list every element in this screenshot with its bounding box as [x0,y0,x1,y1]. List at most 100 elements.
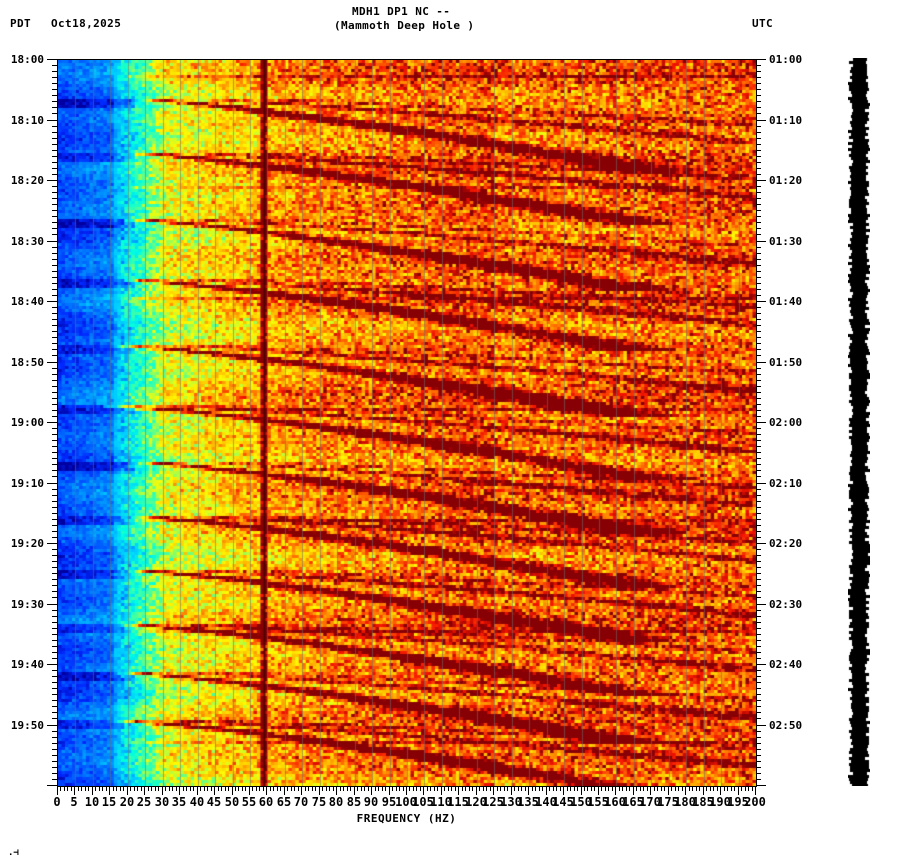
left-axis-minor-tick [52,295,57,296]
right-axis-minor-tick [756,440,761,441]
right-axis-minor-tick [756,89,761,90]
left-axis-minor-tick [52,670,57,671]
frequency-major-tick [336,786,337,795]
right-axis-minor-tick [756,537,761,538]
frequency-tick-label: 75 [311,795,327,809]
right-axis-minor-tick [756,652,761,653]
right-axis-major-tick [756,362,766,363]
left-axis-minor-tick [52,174,57,175]
right-axis-minor-tick [756,688,761,689]
frequency-tick-label: 35 [171,795,187,809]
left-axis-minor-tick [52,658,57,659]
frequency-minor-tick [176,786,177,791]
left-time-label: 19:30 [10,598,44,611]
saturation-strip [848,58,870,786]
frequency-tick-label: 0 [53,795,61,809]
right-axis-major-tick [756,301,766,302]
corner-artifact-mark: .⊣ [8,848,19,858]
right-time-label: 02:40 [769,658,803,671]
right-axis-minor-tick [756,410,761,411]
right-axis-minor-tick [756,470,761,471]
frequency-major-tick [738,786,739,795]
spectrogram-plot[interactable] [57,59,757,787]
frequency-axis-title: FREQUENCY (HZ) [356,812,457,825]
left-axis-minor-tick [52,489,57,490]
frequency-minor-tick [277,786,278,791]
left-axis-minor-tick [52,156,57,157]
frequency-minor-tick [315,786,316,791]
frequency-minor-tick [364,786,365,791]
left-axis-minor-tick [52,718,57,719]
left-axis-minor-tick [52,349,57,350]
frequency-minor-tick [560,786,561,791]
frequency-minor-tick [361,786,362,791]
frequency-major-tick [528,786,529,795]
frequency-minor-tick [678,786,679,791]
left-axis-minor-tick [52,410,57,411]
right-axis-minor-tick [756,676,761,677]
frequency-minor-tick [710,786,711,791]
right-axis-minor-tick [756,706,761,707]
frequency-tick-label: 140 [535,795,557,809]
frequency-minor-tick [291,786,292,791]
frequency-tick-label: 150 [570,795,592,809]
frequency-minor-tick [675,786,676,791]
right-axis-minor-tick [756,265,761,266]
frequency-major-tick [319,786,320,795]
right-axis-minor-tick [756,682,761,683]
frequency-major-tick [301,786,302,795]
right-axis-minor-tick [756,610,761,611]
left-axis-minor-tick [52,610,57,611]
frequency-tick-label: 10 [84,795,100,809]
right-axis-minor-tick [756,198,761,199]
frequency-minor-tick [186,786,187,791]
frequency-minor-tick [752,786,753,791]
frequency-minor-tick [479,786,480,791]
left-axis-minor-tick [52,380,57,381]
right-time-label: 01:30 [769,235,803,248]
left-axis-major-tick [47,543,57,544]
frequency-minor-tick [357,786,358,791]
right-axis-major-tick [756,483,766,484]
frequency-minor-tick [190,786,191,791]
right-axis-minor-tick [756,458,761,459]
station-title: MDH1 DP1 NC -- [352,5,451,18]
right-axis-minor-tick [756,192,761,193]
left-axis-minor-tick [52,458,57,459]
frequency-tick-label: 85 [346,795,362,809]
right-axis-minor-tick [756,749,761,750]
right-axis-minor-tick [756,694,761,695]
frequency-tick-label: 180 [674,795,696,809]
left-axis-minor-tick [52,773,57,774]
frequency-minor-tick [409,786,410,791]
frequency-minor-tick [636,786,637,791]
frequency-minor-tick [420,786,421,791]
right-axis-minor-tick [756,555,761,556]
right-axis-minor-tick [756,222,761,223]
frequency-major-tick [476,786,477,795]
frequency-minor-tick [67,786,68,791]
frequency-minor-tick [350,786,351,791]
left-axis-minor-tick [52,476,57,477]
right-axis-minor-tick [756,132,761,133]
left-time-label: 19:20 [10,537,44,550]
frequency-minor-tick [654,786,655,791]
frequency-minor-tick [382,786,383,791]
right-axis-minor-tick [756,501,761,502]
frequency-minor-tick [430,786,431,791]
left-axis-minor-tick [52,440,57,441]
right-axis-minor-tick [756,767,761,768]
frequency-minor-tick [532,786,533,791]
left-axis-minor-tick [52,259,57,260]
right-axis-minor-tick [756,101,761,102]
frequency-minor-tick [682,786,683,791]
right-axis-minor-tick [756,731,761,732]
frequency-tick-label: 95 [381,795,397,809]
frequency-minor-tick [647,786,648,791]
right-axis-major-tick [756,725,766,726]
frequency-minor-tick [448,786,449,791]
left-axis-minor-tick [52,247,57,248]
frequency-minor-tick [322,786,323,791]
frequency-major-tick [109,786,110,795]
left-axis-minor-tick [52,126,57,127]
